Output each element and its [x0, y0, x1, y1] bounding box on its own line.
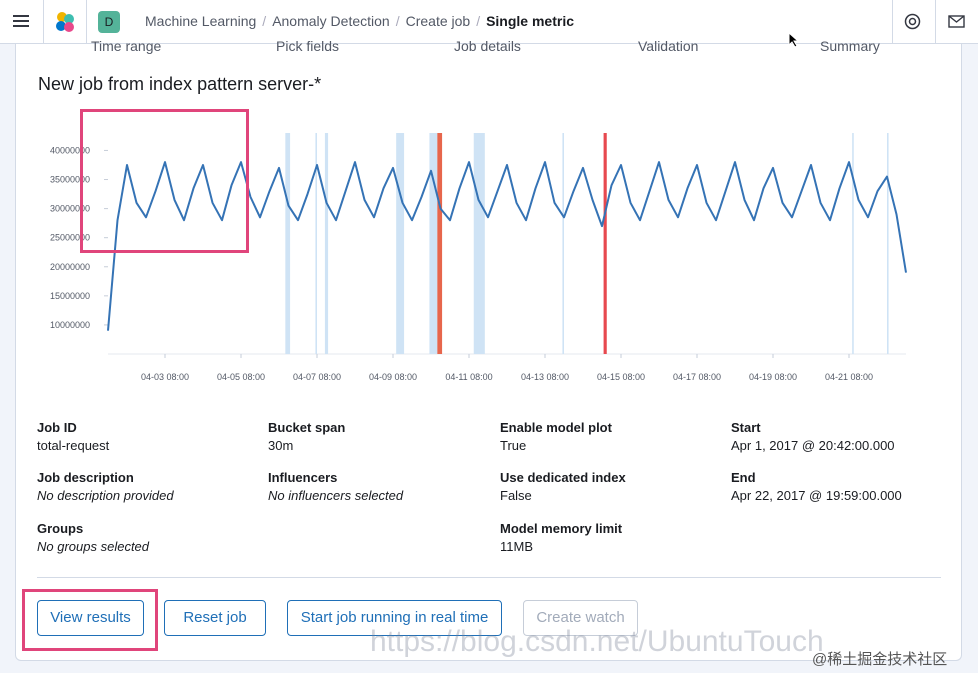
y-tick-label: 40000000	[50, 145, 90, 155]
separator	[935, 0, 936, 43]
mouse-cursor	[788, 32, 800, 48]
y-tick-label: 35000000	[50, 175, 90, 185]
step[interactable]: Validation	[638, 38, 699, 54]
detail-value: No description provided	[37, 488, 174, 503]
watermark: https://blog.csdn.net/UbuntuTouch	[370, 625, 824, 658]
top-nav: D Machine Learning / Anomaly Detection / Cre…	[0, 0, 978, 44]
highlight-box	[80, 109, 249, 253]
anomaly-marker	[429, 133, 438, 354]
y-tick-label: 30000000	[50, 204, 90, 214]
detail-label: End	[731, 470, 756, 485]
detail-label: Job description	[37, 470, 134, 485]
breadcrumb[interactable]: Anomaly Detection	[272, 13, 390, 29]
start-realtime-button[interactable]: Start job running in real time	[287, 600, 502, 636]
create-watch-button: Create watch	[523, 600, 638, 636]
detail-label: Enable model plot	[500, 420, 612, 435]
step[interactable]: Job details	[454, 38, 521, 54]
anomaly-marker	[437, 133, 443, 354]
view-results-button[interactable]: View results	[37, 600, 144, 636]
highlight-box	[22, 589, 158, 651]
detail-value: False	[500, 488, 532, 503]
mail-button[interactable]	[948, 15, 965, 28]
separator	[43, 0, 44, 43]
detail-label: Influencers	[268, 470, 338, 485]
separator	[86, 0, 87, 43]
detail-value: Apr 1, 2017 @ 20:42:00.000	[731, 438, 895, 453]
y-tick-label: 20000000	[50, 262, 90, 272]
anomaly-marker	[324, 133, 329, 354]
detail-value: No influencers selected	[268, 488, 404, 503]
detail-value: Apr 22, 2017 @ 19:59:00.000	[731, 488, 902, 503]
divider	[37, 577, 941, 578]
anomaly-marker	[852, 133, 854, 354]
detail-label: Bucket span	[268, 420, 346, 435]
anomaly-marker	[473, 133, 485, 354]
anomaly-marker	[887, 133, 889, 354]
step[interactable]: Time range	[91, 38, 162, 54]
x-tick-label: 04-09 08:00	[369, 372, 417, 382]
detail-value: total-request	[37, 438, 110, 453]
step[interactable]: Summary	[820, 38, 880, 54]
detail-label: Start	[731, 420, 761, 435]
x-tick-label: 04-21 08:00	[825, 372, 873, 382]
menu-button[interactable]	[13, 14, 31, 29]
breadcrumbs: Machine Learning / Anomaly Detection / Creat…	[145, 13, 574, 29]
anomaly-marker	[315, 133, 317, 354]
anomaly-marker	[562, 133, 564, 354]
x-tick-label: 04-17 08:00	[673, 372, 721, 382]
y-tick-label: 15000000	[50, 291, 90, 301]
y-tick-label: 10000000	[50, 320, 90, 330]
y-tick-label: 25000000	[50, 233, 90, 243]
detail-label: Groups	[37, 521, 84, 536]
job-title: New job from index pattern server-*	[38, 74, 322, 94]
breadcrumb[interactable]: Machine Learning	[145, 13, 257, 29]
logo[interactable]	[53, 10, 77, 34]
detail-value: 11MB	[500, 539, 533, 554]
x-tick-label: 04-19 08:00	[749, 372, 797, 382]
x-tick-label: 04-11 08:00	[445, 372, 492, 382]
detail-label: Job ID	[37, 420, 77, 435]
step[interactable]: Pick fields	[276, 38, 340, 54]
x-tick-label: 04-05 08:00	[217, 372, 265, 382]
reset-job-button[interactable]: Reset job	[164, 600, 266, 636]
x-tick-label: 04-15 08:00	[597, 372, 645, 382]
separator	[892, 0, 893, 43]
breadcrumb[interactable]: Create job	[405, 13, 471, 29]
watermark: @稀土掘金技术社区	[812, 651, 948, 668]
detail-value: No groups selected	[37, 539, 150, 554]
chart: 10000000 15000000 20000000 25000000 30000000…	[50, 133, 907, 382]
anomaly-marker	[396, 133, 405, 354]
x-tick-label: 04-13 08:00	[521, 372, 569, 382]
metric-line	[107, 161, 907, 331]
anomaly-marker	[603, 133, 607, 354]
detail-value: True	[500, 438, 527, 453]
help-button[interactable]	[904, 13, 921, 30]
breadcrumb: Single metric	[486, 13, 574, 29]
anomaly-marker	[285, 133, 291, 354]
space-badge[interactable]: D	[98, 11, 120, 33]
wizard-panel: Time range Pick fields Job details Valid…	[15, 38, 962, 661]
x-tick-label: 04-03 08:00	[141, 372, 189, 382]
detail-value: 30m	[268, 438, 294, 453]
detail-label: Model memory limit	[500, 521, 623, 536]
detail-label: Use dedicated index	[500, 470, 626, 485]
x-tick-label: 04-07 08:00	[293, 372, 341, 382]
